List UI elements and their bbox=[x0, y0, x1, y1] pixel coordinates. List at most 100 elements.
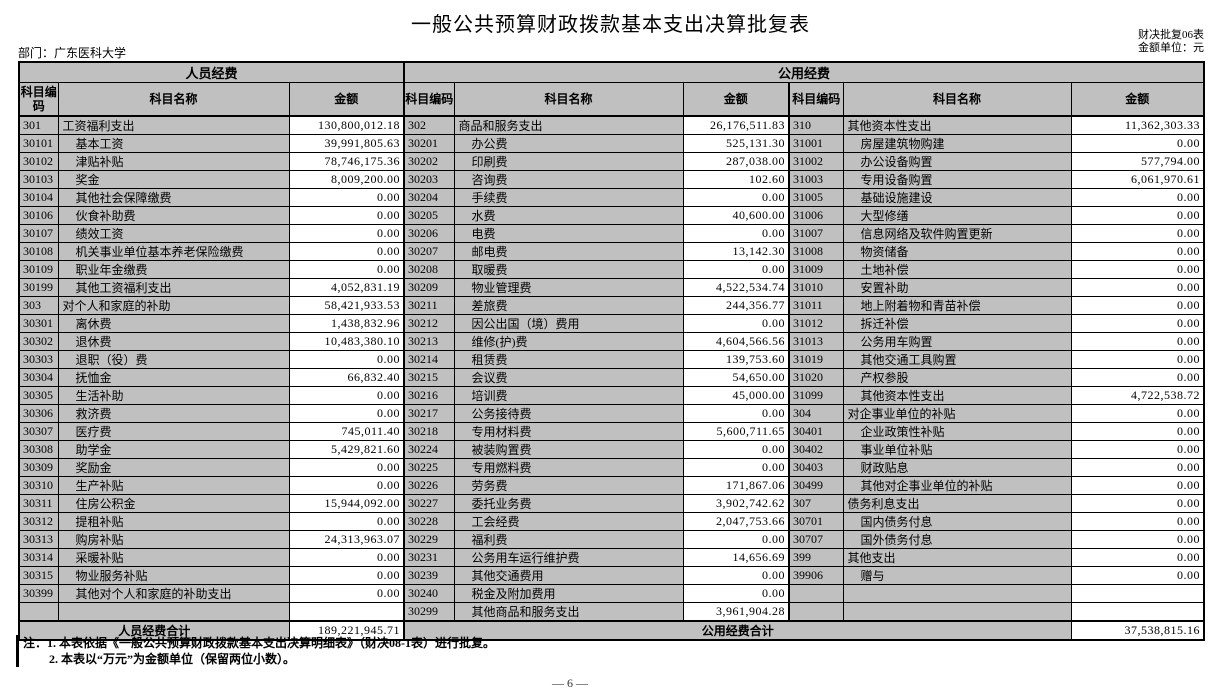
table-row: 30199 其他工资福利支出 4,052,831.19 30209 物业管理费 4,522… bbox=[18, 277, 1205, 297]
subject-name-cell: 其他对个人和家庭的补助支出 bbox=[57, 583, 290, 603]
col-header-amount: 金额 bbox=[1070, 82, 1205, 117]
amount-cell: 0.00 bbox=[1070, 241, 1205, 261]
subject-name-cell: 其他交通工具购置 bbox=[842, 349, 1072, 369]
subject-code-cell: 30311 bbox=[18, 493, 59, 513]
table-row: 303 对个人和家庭的补助 58,421,933.53 30211 差旅费 244,356… bbox=[18, 295, 1205, 315]
amount-cell: 0.00 bbox=[1070, 223, 1205, 243]
col-header-name: 科目名称 bbox=[57, 82, 290, 117]
table-row: 30311 住房公积金 15,944,092.00 30227 委托业务费 3,902,7… bbox=[18, 493, 1205, 513]
amount-cell: 0.00 bbox=[1070, 277, 1205, 297]
subject-code-cell: 30499 bbox=[788, 475, 844, 495]
personnel-total-amount: 189,221,945.71 bbox=[288, 619, 405, 640]
subject-code-cell: 30313 bbox=[18, 529, 59, 549]
subject-name-cell bbox=[842, 583, 1072, 603]
section-header-row: 人员经费 公用经费 bbox=[18, 61, 1205, 83]
subject-name-cell: 绩效工资 bbox=[57, 223, 290, 243]
subject-name-cell: 助学金 bbox=[57, 439, 290, 459]
subject-name-cell: 维修(护)费 bbox=[453, 331, 684, 351]
subject-code-cell: 30303 bbox=[18, 349, 59, 369]
subject-name-cell: 专用材料费 bbox=[453, 421, 684, 441]
amount-cell: 0.00 bbox=[1070, 421, 1205, 441]
subject-code-cell: 39906 bbox=[788, 565, 844, 585]
subject-code-cell: 31003 bbox=[788, 169, 844, 189]
amount-cell: 287,038.00 bbox=[682, 151, 790, 171]
table-row: 30306 救济费 0.00 30217 公务接待费 0.00 304 对企事业单位的补贴 0.… bbox=[18, 403, 1205, 423]
amount-cell: 0.00 bbox=[288, 457, 405, 477]
table-row: 30302 退休费 10,483,380.10 30213 维修(护)费 4,604,56… bbox=[18, 331, 1205, 351]
table-row: 30103 奖金 8,009,200.00 30203 咨询费 102.60 31003 专用… bbox=[18, 169, 1205, 189]
col-header-amount: 金额 bbox=[682, 82, 790, 117]
subject-name-cell: 地上附着物和青苗补偿 bbox=[842, 295, 1072, 315]
subject-code-cell: 30307 bbox=[18, 421, 59, 441]
subject-name-cell: 债务利息支出 bbox=[842, 493, 1072, 513]
subject-name-cell: 生活补助 bbox=[57, 385, 290, 405]
subject-name-cell: 抚恤金 bbox=[57, 367, 290, 387]
table-row: 30315 物业服务补贴 0.00 30239 其他交通费用 0.00 39906 赠与 0.0… bbox=[18, 565, 1205, 585]
amount-cell: 0.00 bbox=[1070, 295, 1205, 315]
section-header-public: 公用经费 bbox=[403, 61, 1205, 83]
table-body: 301 工资福利支出 130,800,012.18 302 商品和服务支出 26,176,… bbox=[18, 115, 1205, 621]
subject-code-cell: 304 bbox=[788, 403, 844, 423]
amount-cell: 0.00 bbox=[1070, 331, 1205, 351]
amount-cell: 0.00 bbox=[288, 259, 405, 279]
subject-name-cell: 水费 bbox=[453, 205, 684, 225]
subject-name-cell: 事业单位补贴 bbox=[842, 439, 1072, 459]
subject-code-cell: 30212 bbox=[403, 313, 455, 333]
subject-code-cell bbox=[788, 583, 844, 603]
table-row: 30309 奖励金 0.00 30225 专用燃料费 0.00 30403 财政贴息 0.00 bbox=[18, 457, 1205, 477]
subject-name-cell: 办公费 bbox=[453, 133, 684, 153]
subject-name-cell: 企业政策性补贴 bbox=[842, 421, 1072, 441]
amount-cell: 40,600.00 bbox=[682, 205, 790, 225]
amount-cell: 0.00 bbox=[1070, 457, 1205, 477]
subject-name-cell: 房屋建筑物购建 bbox=[842, 133, 1072, 153]
subject-name-cell: 土地补偿 bbox=[842, 259, 1072, 279]
subject-name-cell: 职业年金缴费 bbox=[57, 259, 290, 279]
subject-code-cell: 30214 bbox=[403, 349, 455, 369]
subject-name-cell: 生产补贴 bbox=[57, 475, 290, 495]
subject-code-cell bbox=[18, 601, 59, 621]
amount-cell: 5,600,711.65 bbox=[682, 421, 790, 441]
amount-cell: 39,991,805.63 bbox=[288, 133, 405, 153]
subject-code-cell: 30401 bbox=[788, 421, 844, 441]
subject-code-cell: 30231 bbox=[403, 547, 455, 567]
subject-name-cell: 离休费 bbox=[57, 313, 290, 333]
table-row: 30303 退职（役）费 0.00 30214 租赁费 139,753.60 31019 其他… bbox=[18, 349, 1205, 369]
amount-cell: 0.00 bbox=[1070, 367, 1205, 387]
subject-name-cell bbox=[842, 601, 1072, 621]
amount-cell: 13,142.30 bbox=[682, 241, 790, 261]
subject-code-cell: 30306 bbox=[18, 403, 59, 423]
report-meta: 财决批复06表 金额单位：元 bbox=[1138, 29, 1204, 55]
subject-name-cell: 伙食补助费 bbox=[57, 205, 290, 225]
amount-cell: 0.00 bbox=[288, 547, 405, 567]
subject-name-cell: 物资储备 bbox=[842, 241, 1072, 261]
table-row: 30307 医疗费 745,011.40 30218 专用材料费 5,600,711.65… bbox=[18, 421, 1205, 441]
subject-code-cell: 30217 bbox=[403, 403, 455, 423]
subject-name-cell: 其他商品和服务支出 bbox=[453, 601, 684, 621]
table-row: 30308 助学金 5,429,821.60 30224 被装购置费 0.00 30402 事… bbox=[18, 439, 1205, 459]
subject-code-cell: 31013 bbox=[788, 331, 844, 351]
subject-name-cell: 税金及附加费用 bbox=[453, 583, 684, 603]
subject-code-cell: 307 bbox=[788, 493, 844, 513]
subject-code-cell: 30403 bbox=[788, 457, 844, 477]
subject-code-cell: 30216 bbox=[403, 385, 455, 405]
subject-code-cell: 30224 bbox=[403, 439, 455, 459]
amount-cell: 0.00 bbox=[288, 241, 405, 261]
amount-cell: 0.00 bbox=[1070, 403, 1205, 423]
subject-name-cell: 物业管理费 bbox=[453, 277, 684, 297]
amount-cell: 2,047,753.66 bbox=[682, 511, 790, 531]
subject-code-cell: 30211 bbox=[403, 295, 455, 315]
subject-name-cell: 专用燃料费 bbox=[453, 457, 684, 477]
amount-cell: 0.00 bbox=[1070, 187, 1205, 207]
subject-name-cell: 退休费 bbox=[57, 331, 290, 351]
col-header-code: 科目编码 bbox=[18, 82, 59, 117]
subject-name-cell: 其他支出 bbox=[842, 547, 1072, 567]
subject-name-cell: 工会经费 bbox=[453, 511, 684, 531]
subject-code-cell: 30205 bbox=[403, 205, 455, 225]
amount-cell: 0.00 bbox=[682, 187, 790, 207]
amount-cell: 0.00 bbox=[1070, 511, 1205, 531]
amount-cell: 0.00 bbox=[1070, 439, 1205, 459]
subject-name-cell: 电费 bbox=[453, 223, 684, 243]
subject-name-cell: 救济费 bbox=[57, 403, 290, 423]
table-row: 30313 购房补贴 24,313,963.07 30229 福利费 0.00 30707 国… bbox=[18, 529, 1205, 549]
table-row: 30104 其他社会保障缴费 0.00 30204 手续费 0.00 31005 基础设施建设… bbox=[18, 187, 1205, 207]
